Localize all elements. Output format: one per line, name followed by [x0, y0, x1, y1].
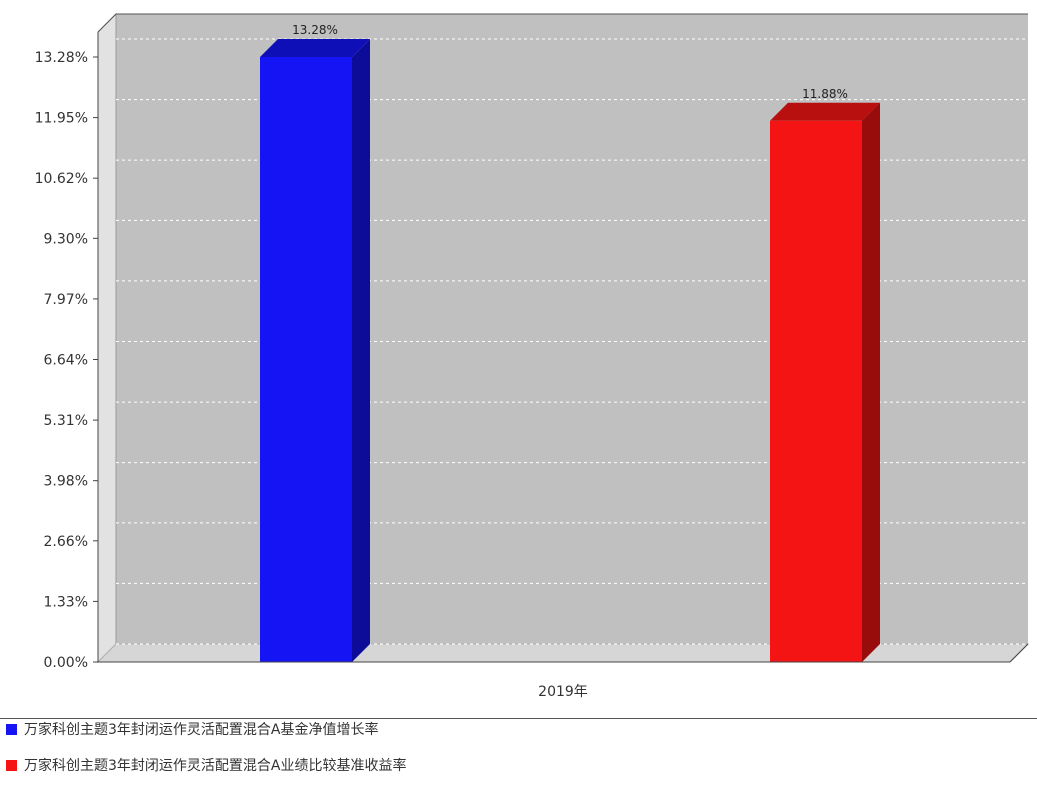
y-tick-label: 7.97%: [44, 292, 88, 308]
plot-corner-edge: [97, 13, 117, 33]
y-tick-label: 5.31%: [44, 413, 88, 429]
y-tick-label: 2.66%: [44, 534, 88, 550]
bar-front-face: [770, 120, 862, 662]
legend-item-series-1: 万家科创主题3年封闭运作灵活配置混合A基金净值增长率: [6, 718, 1037, 740]
x-category-label: 2019年: [538, 684, 588, 700]
y-tick-label: 11.95%: [35, 111, 88, 127]
y-tick-label: 9.30%: [44, 231, 88, 247]
bar-data-label-series-2: 11.88%: [802, 87, 848, 101]
legend-item-series-2: 万家科创主题3年封闭运作灵活配置混合A业绩比较基准收益率: [6, 754, 1037, 776]
y-tick-label: 10.62%: [35, 171, 88, 187]
y-tick-label: 6.64%: [44, 353, 88, 369]
y-axis-ticks: 0.00% 1.33% 2.66% 3.98% 5.31% 6.64% 7.97% 9.30%…: [35, 32, 99, 671]
plot-frame: [96, 12, 1030, 664]
bar-side-face: [862, 102, 880, 662]
bar-top-face: [770, 102, 880, 121]
plot-back-wall: [116, 14, 1028, 644]
legend-label-series-2: 万家科创主题3年封闭运作灵活配置混合A业绩比较基准收益率: [24, 758, 407, 774]
bar-series-1: 13.28%: [260, 23, 370, 662]
bar-top-face: [260, 39, 370, 57]
x-axis: 2019年: [98, 643, 1029, 700]
bars: 13.28% 11.88%: [260, 23, 880, 662]
legend-swatch-series-2: [6, 759, 17, 771]
plot-floor: [96, 643, 1030, 663]
y-tick-label: 1.33%: [44, 594, 88, 610]
bar-data-label-series-1: 13.28%: [292, 23, 338, 37]
bar-side-face: [352, 39, 370, 662]
y-tick-label: 13.28%: [35, 50, 88, 66]
legend-label-series-1: 万家科创主题3年封闭运作灵活配置混合A基金净值增长率: [24, 722, 379, 738]
plot-left-wall: [97, 12, 117, 664]
bar-series-2: 11.88%: [770, 87, 880, 662]
y-tick-label: 3.98%: [44, 474, 88, 490]
y-tick-label: 0.00%: [44, 655, 88, 671]
legend-separator: [0, 718, 1037, 719]
legend-swatch-series-1: [6, 723, 17, 735]
x-axis-depth-edge: [1009, 643, 1029, 663]
bar-front-face: [260, 57, 352, 662]
legend: 万家科创主题3年封闭运作灵活配置混合A基金净值增长率 万家科创主题3年封闭运作灵…: [0, 718, 1037, 789]
bar-chart: 0.00% 1.33% 2.66% 3.98% 5.31% 6.64% 7.97% 9.30%…: [35, 12, 1030, 700]
